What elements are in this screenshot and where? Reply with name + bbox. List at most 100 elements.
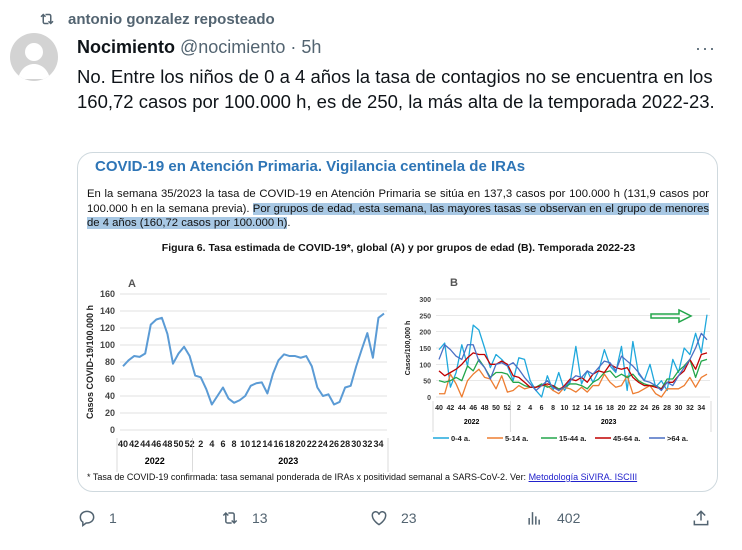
year-label: 2022 <box>145 456 165 466</box>
x-tick-label: 32 <box>362 439 372 449</box>
repost-count: 13 <box>252 510 268 526</box>
series-line-0-4-a- <box>438 314 708 398</box>
methodology-link[interactable]: Metodología SiVIRA. ISCIII <box>528 472 638 482</box>
repost-icon <box>40 13 54 25</box>
x-tick-label: 42 <box>447 405 455 412</box>
like-count: 23 <box>401 510 417 526</box>
separator: · <box>290 37 297 57</box>
x-tick-label: 24 <box>318 439 328 449</box>
reply-count: 1 <box>109 510 117 526</box>
y-tick-label: 100 <box>419 362 431 369</box>
x-tick-label: 14 <box>583 405 591 412</box>
x-tick-label: 30 <box>351 439 361 449</box>
x-tick-label: 16 <box>273 439 283 449</box>
x-tick-label: 46 <box>151 439 161 449</box>
reply-button[interactable]: 1 <box>77 508 117 528</box>
y-tick-label: 60 <box>105 374 115 384</box>
x-tick-label: 4 <box>528 405 532 412</box>
footnote-text: * Tasa de COVID-19 confirmada: tasa sema… <box>87 472 529 482</box>
default-avatar-icon <box>18 43 50 79</box>
repost-indicator[interactable]: antonio gonzalez reposteado <box>38 10 275 28</box>
figure-caption: Figura 6. Tasa estimada de COVID-19*, gl… <box>161 242 636 254</box>
legend-label: 15-44 a. <box>559 434 587 443</box>
x-tick-label: 2 <box>198 439 203 449</box>
y-axis-label: Casos COVID-19/100.000 h <box>85 305 95 419</box>
more-options-button[interactable]: ··· <box>695 38 716 58</box>
like-button[interactable]: 23 <box>369 508 417 528</box>
x-tick-label: 34 <box>697 405 705 412</box>
paragraph-plain: En la semana 35/2023 la tasa de COVID-19… <box>87 188 709 215</box>
x-tick-label: 2 <box>517 405 521 412</box>
legend-label: >64 a. <box>667 434 688 443</box>
panel-label: B <box>450 277 458 289</box>
reply-icon <box>79 510 95 527</box>
series-line--64-a- <box>438 332 708 392</box>
legend-label: 45-64 a. <box>613 434 641 443</box>
x-tick-label: 8 <box>551 405 555 412</box>
series-line-Global <box>122 312 385 406</box>
x-tick-label: 8 <box>232 439 237 449</box>
x-tick-label: 18 <box>606 405 614 412</box>
x-tick-label: 14 <box>262 439 272 449</box>
action-bar: 1 13 23 402 <box>77 508 727 534</box>
views-chart-icon <box>528 512 540 525</box>
views-button[interactable]: 402 <box>525 508 580 528</box>
x-tick-label: 10 <box>240 439 250 449</box>
x-tick-label: 28 <box>663 405 671 412</box>
image-paragraph: En la semana 35/2023 la tasa de COVID-19… <box>87 187 709 231</box>
share-button[interactable] <box>691 508 711 528</box>
author-name[interactable]: Nocimiento <box>77 37 176 57</box>
x-tick-label: 48 <box>481 405 489 412</box>
y-tick-label: 160 <box>100 289 115 299</box>
x-tick-label: 46 <box>469 405 477 412</box>
x-tick-label: 12 <box>572 405 580 412</box>
x-tick-label: 26 <box>329 439 339 449</box>
y-tick-label: 0 <box>110 425 115 435</box>
y-tick-label: 300 <box>419 297 431 304</box>
y-tick-label: 150 <box>419 346 431 353</box>
x-tick-label: 20 <box>618 405 626 412</box>
x-tick-label: 50 <box>174 439 184 449</box>
x-tick-label: 20 <box>296 439 306 449</box>
avatar[interactable] <box>10 33 58 81</box>
series-line-5-14-a- <box>439 368 708 398</box>
tweet-header: Nocimiento @nocimiento · 5h <box>77 37 321 58</box>
y-tick-label: 120 <box>100 323 115 333</box>
footnote: * Tasa de COVID-19 confirmada: tasa sema… <box>87 472 637 482</box>
panel-label: A <box>128 278 136 290</box>
author-handle[interactable]: @nocimiento <box>180 37 286 57</box>
x-tick-label: 44 <box>140 439 150 449</box>
image-title: COVID-19 en Atención Primaria. Vigilanci… <box>95 158 526 175</box>
x-tick-label: 18 <box>285 439 295 449</box>
repost-label: antonio gonzalez reposteado <box>68 10 275 28</box>
x-tick-label: 12 <box>251 439 261 449</box>
y-tick-label: 250 <box>419 313 431 320</box>
y-tick-label: 100 <box>100 340 115 350</box>
y-axis-label: Casos/100,000 h <box>405 321 412 375</box>
x-tick-label: 34 <box>373 439 383 449</box>
timestamp[interactable]: 5h <box>301 37 322 57</box>
legend-label: 5-14 a. <box>505 434 528 443</box>
paragraph-end: . <box>287 217 291 229</box>
y-tick-label: 40 <box>105 391 115 401</box>
y-tick-label: 20 <box>105 408 115 418</box>
heart-icon <box>371 510 387 526</box>
x-tick-label: 52 <box>504 405 512 412</box>
y-tick-label: 0 <box>427 395 431 402</box>
x-tick-label: 40 <box>118 439 128 449</box>
repost-button[interactable]: 13 <box>220 508 268 528</box>
views-count: 402 <box>557 510 581 526</box>
series-line-45-64-a- <box>438 352 708 392</box>
x-tick-label: 22 <box>629 405 637 412</box>
tweet-image[interactable]: COVID-19 en Atención Primaria. Vigilanci… <box>77 152 718 492</box>
y-tick-label: 140 <box>100 306 115 316</box>
x-tick-label: 28 <box>340 439 350 449</box>
repost-icon <box>222 511 238 525</box>
y-tick-label: 80 <box>105 357 115 367</box>
x-tick-label: 50 <box>492 405 500 412</box>
year-label: 2023 <box>601 419 617 426</box>
year-label: 2023 <box>278 456 298 466</box>
x-tick-label: 24 <box>640 405 648 412</box>
x-tick-label: 32 <box>686 405 694 412</box>
